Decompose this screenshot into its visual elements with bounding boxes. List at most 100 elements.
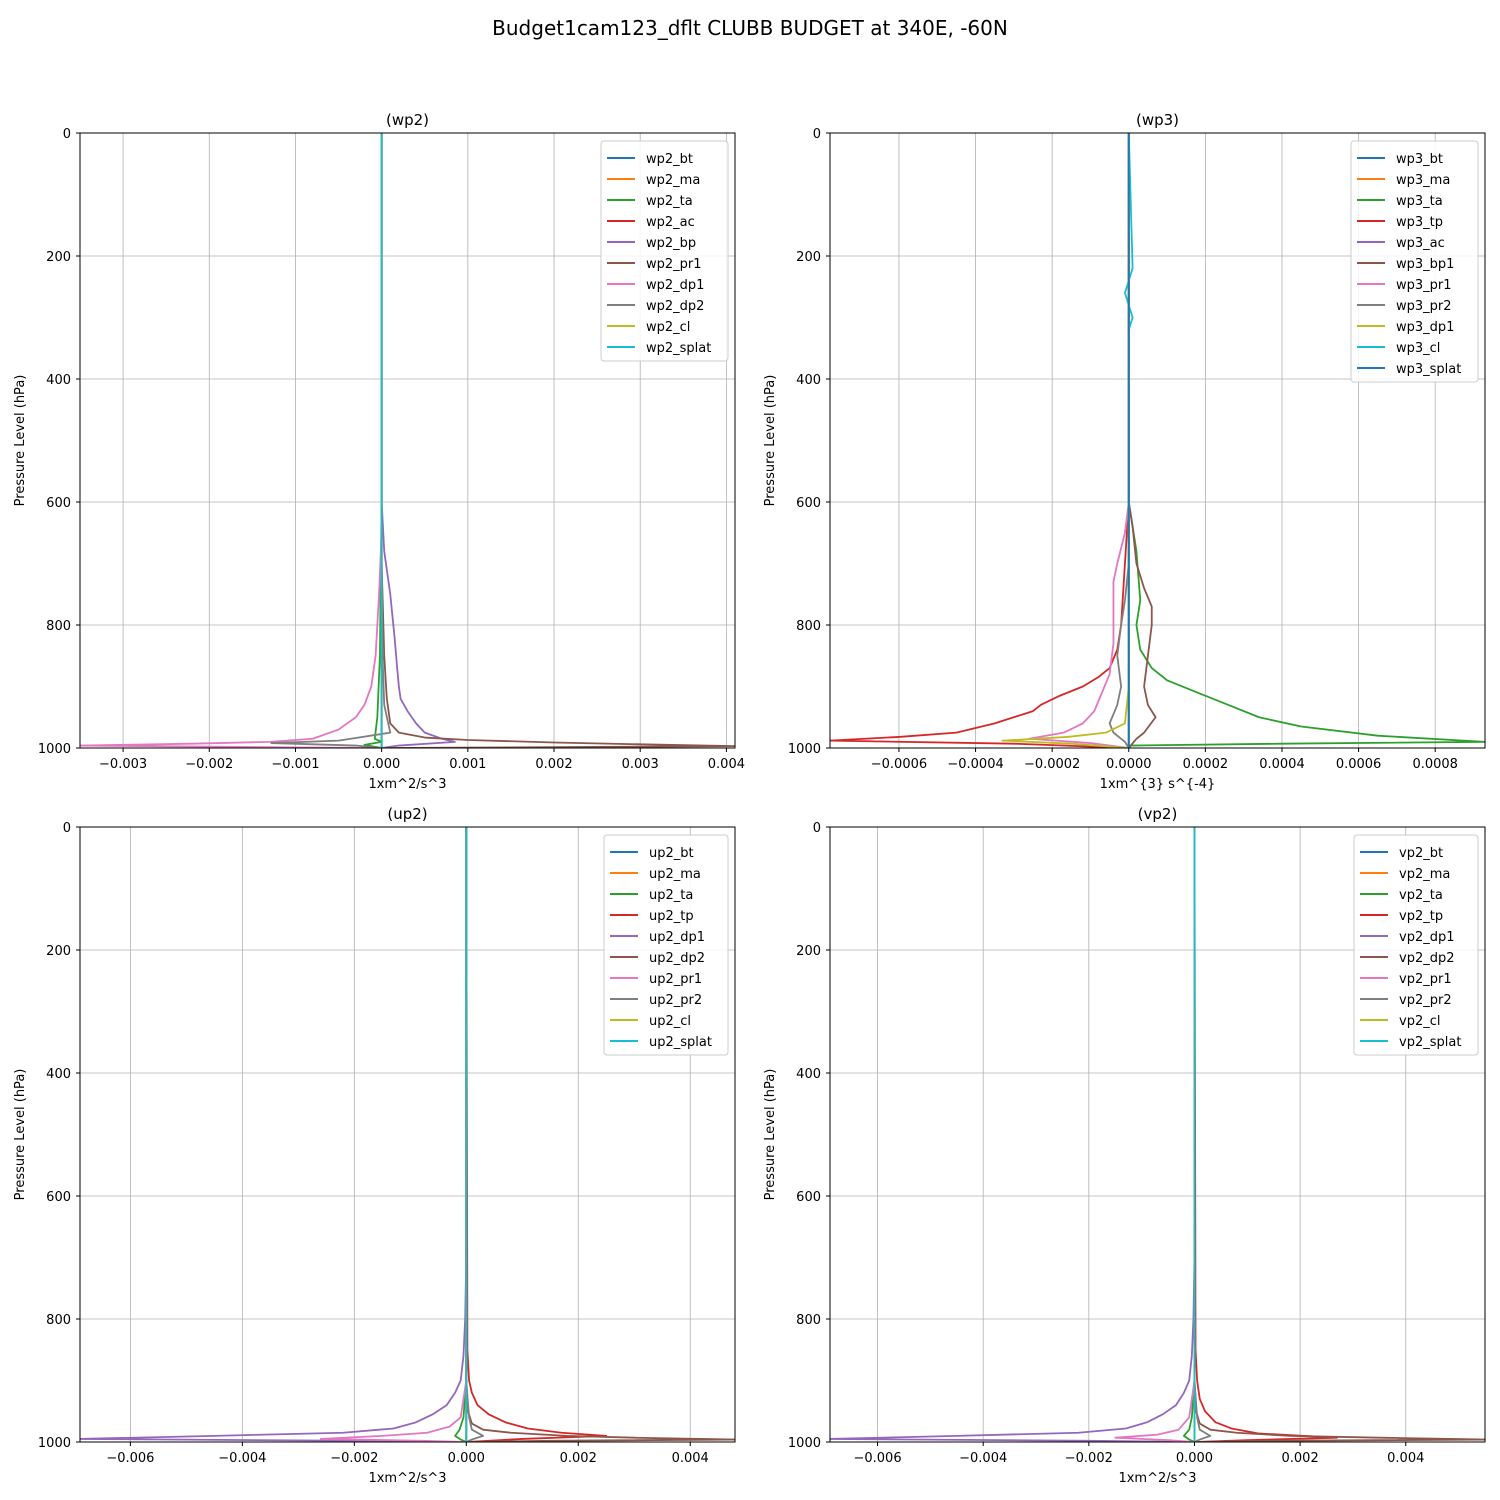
legend-label: wp2_splat [646, 341, 711, 356]
x-axis-label: 1xm^{3} s^{-4} [1100, 777, 1216, 792]
y-tick-label: 800 [796, 1313, 821, 1328]
legend-label: vp2_pr2 [1399, 993, 1452, 1008]
y-tick-label: 200 [46, 944, 71, 959]
legend-label: vp2_tp [1399, 909, 1443, 924]
x-tick-label: 0.0000 [1106, 757, 1152, 772]
y-axis-label: Pressure Level (hPa) [13, 1069, 28, 1201]
series-line-vp2_dp1 [830, 827, 1196, 1442]
legend-label: up2_tp [649, 909, 694, 924]
legend-label: vp2_pr1 [1399, 972, 1452, 987]
legend-label: wp3_bp1 [1396, 257, 1454, 272]
y-tick-label: 0 [813, 127, 821, 142]
series-group [80, 133, 735, 748]
legend-label: wp3_splat [1396, 362, 1461, 377]
series-line-up2_dp1 [80, 827, 468, 1442]
legend-label: up2_bt [649, 846, 694, 861]
y-tick-label: 400 [46, 1067, 71, 1082]
panel-title: (wp3) [1136, 111, 1179, 129]
x-tick-label: 0.003 [622, 757, 659, 772]
y-axis-label: Pressure Level (hPa) [763, 1069, 778, 1201]
x-tick-label: −0.006 [853, 1451, 901, 1466]
legend-label: vp2_dp1 [1399, 930, 1455, 945]
legend-label: wp3_dp1 [1396, 320, 1454, 335]
y-tick-label: 400 [796, 1067, 821, 1082]
legend: wp2_bt wp2_ma wp2_ta wp2_ac wp2_bp wp2_pr1 wp2… [600, 140, 729, 362]
y-tick-label: 200 [796, 944, 821, 959]
x-tick-label: 0.0002 [1183, 757, 1229, 772]
legend-label: vp2_bt [1399, 846, 1443, 861]
x-tick-label: −0.002 [1065, 1451, 1113, 1466]
y-tick-label: 800 [46, 619, 71, 634]
series-line-wp3_tp [830, 133, 1130, 748]
legend-label: wp2_pr1 [646, 257, 702, 272]
series-group [830, 133, 1485, 748]
y-axis-label: Pressure Level (hPa) [13, 375, 28, 507]
y-tick-label: 600 [46, 1190, 71, 1205]
y-tick-label: 200 [46, 250, 71, 265]
legend-label: up2_pr2 [649, 993, 702, 1008]
x-axis-label: 1xm^2/s^3 [1118, 1471, 1196, 1486]
y-tick-label: 1000 [38, 742, 71, 757]
series-line-wp3_pr1 [1028, 133, 1130, 748]
legend-label: wp3_pr1 [1396, 278, 1452, 293]
y-tick-label: 1000 [38, 1436, 71, 1451]
y-tick-label: 800 [796, 619, 821, 634]
legend-label: wp2_ta [646, 194, 693, 209]
legend-label: up2_dp1 [649, 930, 705, 945]
legend-box [1350, 140, 1479, 383]
legend-label: wp2_dp2 [646, 299, 704, 314]
x-tick-label: 0.004 [708, 757, 745, 772]
y-tick-label: 1000 [788, 742, 821, 757]
y-tick-label: 0 [813, 821, 821, 836]
x-axis-label: 1xm^2/s^3 [368, 777, 446, 792]
series-line-wp2_dp1 [80, 133, 383, 748]
x-tick-label: −0.006 [106, 1451, 154, 1466]
x-tick-label: 0.002 [560, 1451, 597, 1466]
x-tick-label: −0.0004 [947, 757, 1003, 772]
plot-frame [829, 826, 1486, 1443]
legend-label: vp2_dp2 [1399, 951, 1455, 966]
series-line-wp3_bp1 [1127, 133, 1157, 748]
series-line-wp3_pr2 [1108, 133, 1130, 748]
y-tick-label: 1000 [788, 1436, 821, 1451]
legend-label: wp2_ac [646, 215, 695, 230]
legend-label: vp2_cl [1399, 1014, 1440, 1029]
x-tick-label: 0.0006 [1336, 757, 1382, 772]
legend-label: wp3_pr2 [1396, 299, 1452, 314]
series-line-vp2_pr2 [1193, 827, 1212, 1442]
y-tick-label: 0 [63, 821, 71, 836]
x-tick-label: −0.002 [330, 1451, 378, 1466]
x-tick-label: 0.002 [535, 757, 572, 772]
series-line-wp3_ta [1127, 133, 1485, 748]
x-tick-label: −0.001 [271, 757, 319, 772]
x-tick-label: −0.004 [959, 1451, 1007, 1466]
legend: vp2_bt vp2_ma vp2_ta vp2_tp vp2_dp1 vp2_dp2vp… [1353, 834, 1479, 1056]
legend-label: wp3_tp [1396, 215, 1443, 230]
y-tick-label: 400 [796, 373, 821, 388]
y-tick-label: 800 [46, 1313, 71, 1328]
legend-label: wp3_cl [1396, 341, 1440, 356]
legend-label: up2_splat [649, 1035, 712, 1050]
plot-frame [79, 826, 736, 1443]
legend-label: up2_dp2 [649, 951, 705, 966]
series-line-wp2_pr1 [380, 133, 735, 748]
legend-label: up2_cl [649, 1014, 691, 1029]
legend-label: wp3_bt [1396, 152, 1443, 167]
y-tick-label: 600 [46, 496, 71, 511]
x-axis-label: 1xm^2/s^3 [368, 1471, 446, 1486]
x-tick-label: 0.0004 [1259, 757, 1305, 772]
x-tick-label: −0.0006 [871, 757, 927, 772]
plot-frame [79, 132, 736, 749]
legend-label: wp2_cl [646, 320, 690, 335]
series-group [80, 827, 735, 1442]
x-tick-label: 0.000 [363, 757, 400, 772]
legend-label: wp3_ta [1396, 194, 1443, 209]
y-tick-label: 600 [796, 1190, 821, 1205]
x-tick-label: −0.0002 [1024, 757, 1080, 772]
y-axis-label: Pressure Level (hPa) [763, 375, 778, 507]
legend-label: up2_ta [649, 888, 693, 903]
legend-label: vp2_splat [1399, 1035, 1461, 1050]
